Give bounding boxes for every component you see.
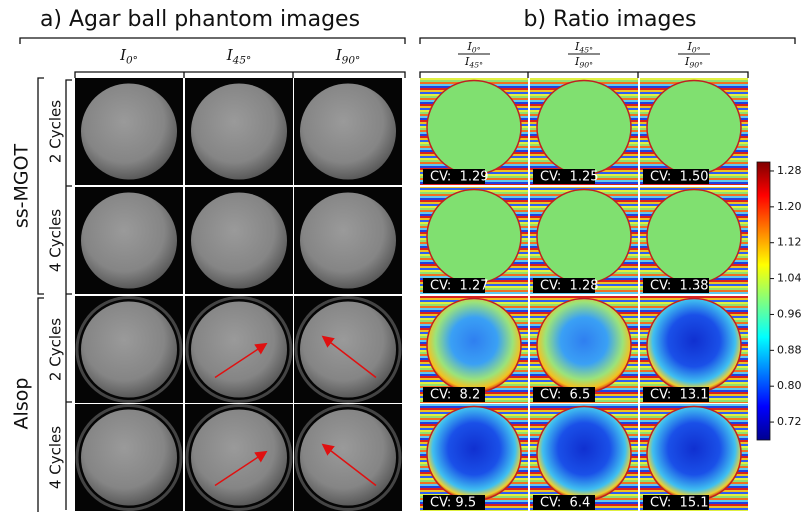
ratio-disc: [647, 407, 741, 501]
bracket: [420, 38, 795, 44]
colorbar-tick-label: 1.20: [777, 200, 802, 213]
bracket: [66, 80, 72, 510]
math-label: I0°: [686, 40, 700, 54]
phantom: [81, 410, 177, 506]
phantom: [300, 193, 396, 289]
cv-label: CV: 13.1: [650, 388, 709, 403]
phantom: [300, 410, 396, 506]
phantom: [81, 193, 177, 289]
phantom: [300, 302, 396, 398]
bracket: [75, 72, 405, 78]
cv-label: CV: 6.4: [540, 496, 590, 511]
colorbar: [757, 162, 770, 440]
colorbar-tick-label: 1.04: [777, 272, 802, 285]
colorbar-tick-label: 1.28: [777, 164, 802, 177]
ratio-disc: [427, 299, 521, 393]
cv-label: CV: 1.29: [430, 170, 489, 185]
ratio-disc: [647, 299, 741, 393]
cv-label: CV: 9.5: [430, 496, 476, 511]
bracket: [38, 78, 44, 512]
subscript: 0°: [472, 45, 481, 54]
subscript: 90°: [579, 60, 593, 69]
bracket: [420, 72, 748, 78]
ratio-disc: [427, 81, 521, 175]
cv-label: CV: 15.1: [650, 496, 709, 511]
colorbar-tick-label: 0.80: [777, 379, 802, 392]
cv-label: CV: 1.28: [540, 279, 599, 294]
ratio-disc: [427, 190, 521, 284]
bracket: [20, 38, 405, 44]
phantom: [191, 84, 287, 180]
math-label: I90°: [574, 55, 593, 69]
figure: a) Agar ball phantom images b) Ratio ima…: [0, 0, 804, 512]
phantom: [191, 410, 287, 506]
row-label: 2 Cycles: [47, 318, 65, 381]
math-label: I0°: [119, 46, 138, 67]
math-label: I90°: [335, 46, 361, 67]
math-label: I90°: [684, 55, 703, 69]
ratio-disc: [647, 81, 741, 175]
ratio-disc: [537, 407, 631, 501]
cv-label: CV: 1.27: [430, 279, 489, 294]
phantom: [81, 302, 177, 398]
phantom: [191, 302, 287, 398]
row-label: 4 Cycles: [47, 209, 65, 272]
cv-label: CV: 1.25: [540, 170, 599, 185]
colorbar-tick-label: 1.12: [777, 236, 802, 249]
cv-label: CV: 1.50: [650, 170, 709, 185]
phantom: [81, 84, 177, 180]
row-label: 4 Cycles: [47, 426, 65, 489]
subscript: 45°: [578, 45, 593, 54]
subscript: 90°: [689, 60, 703, 69]
panel-title: a) Agar ball phantom images: [40, 7, 360, 32]
math-label: I45°: [464, 55, 483, 69]
cv-label: CV: 8.2: [430, 388, 480, 403]
subscript: 45°: [468, 60, 483, 69]
panel-title: b) Ratio images: [523, 7, 696, 32]
phantom: [191, 193, 287, 289]
subscript: 45°: [232, 55, 252, 67]
phantom: [300, 84, 396, 180]
math-label: I45°: [574, 40, 593, 54]
ratio-disc: [537, 190, 631, 284]
group-label: Alsop: [11, 378, 33, 430]
row-label: 2 Cycles: [47, 100, 65, 163]
subscript: 0°: [126, 55, 138, 67]
ratio-disc: [427, 407, 521, 501]
subscript: 90°: [342, 55, 361, 67]
group-label: ss-MGOT: [11, 143, 33, 228]
subscript: 0°: [692, 45, 701, 54]
cv-label: CV: 1.38: [650, 279, 709, 294]
colorbar-tick-label: 0.88: [777, 343, 802, 356]
colorbar-tick-label: 0.96: [777, 307, 802, 320]
math-label: I45°: [226, 46, 252, 67]
cv-label: CV: 6.5: [540, 388, 590, 403]
ratio-disc: [537, 81, 631, 175]
math-label: I0°: [466, 40, 480, 54]
colorbar-tick-label: 0.72: [777, 415, 802, 428]
ratio-disc: [647, 190, 741, 284]
ratio-disc: [537, 299, 631, 393]
